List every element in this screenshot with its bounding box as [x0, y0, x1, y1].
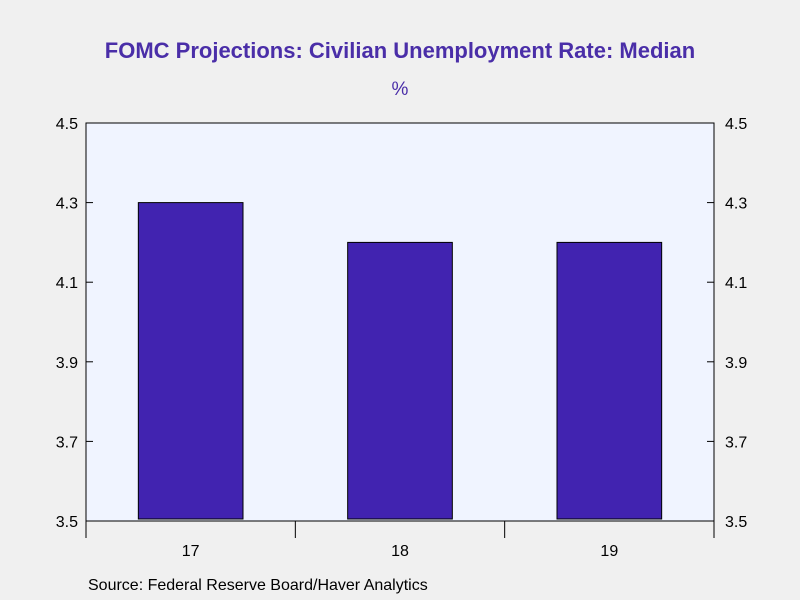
y-tick-label-right: 4.5 — [725, 116, 747, 133]
chart-title: FOMC Projections: Civilian Unemployment … — [104, 38, 696, 63]
bar-18 — [347, 241, 453, 520]
bar-19 — [556, 241, 663, 520]
y-tick-label-right: 4.1 — [725, 275, 747, 292]
y-tick-label-right: 4.3 — [725, 196, 747, 213]
y-tick-label-right: 3.5 — [725, 514, 747, 531]
x-tick-label-19: 19 — [600, 543, 618, 560]
x-tick-label-17: 17 — [182, 543, 200, 560]
y-tick-label-right: 3.7 — [725, 434, 747, 451]
y-tick-label-left: 4.1 — [56, 275, 78, 292]
x-tick-label-18: 18 — [391, 543, 409, 560]
y-tick-label-left: 3.7 — [56, 434, 78, 451]
y-tick-label-right: 3.9 — [725, 355, 747, 372]
unit-label: % — [391, 79, 409, 100]
y-tick-label-left: 4.5 — [56, 116, 78, 133]
y-tick-label-left: 4.3 — [56, 196, 78, 213]
y-tick-label-left: 3.9 — [56, 355, 78, 372]
bar-17 — [137, 202, 244, 520]
y-tick-label-left: 3.5 — [56, 514, 78, 531]
source-note: Source: Federal Reserve Board/Haver Anal… — [88, 577, 428, 594]
